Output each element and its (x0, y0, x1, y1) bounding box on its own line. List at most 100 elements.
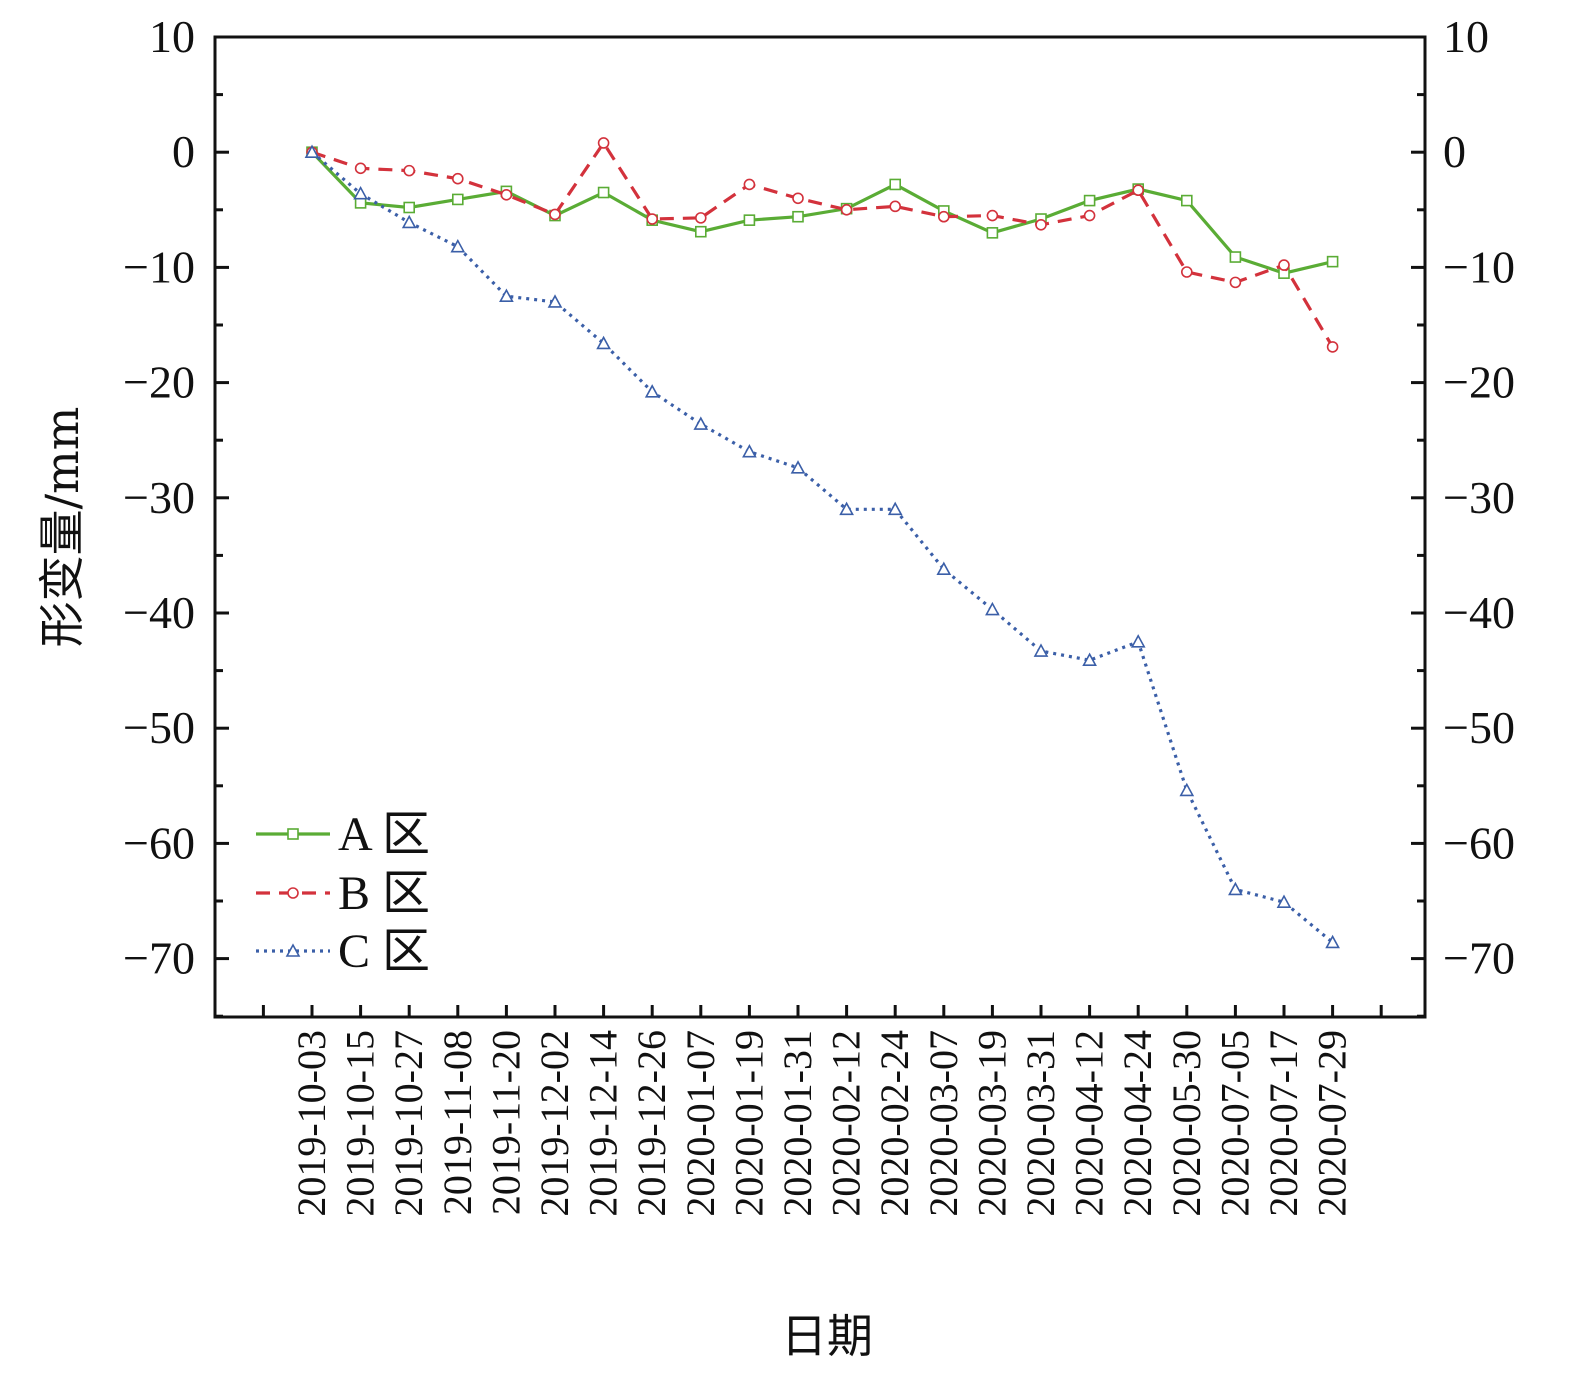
series-layer (304, 137, 1340, 949)
x-tick-label: 2019-10-03 (289, 1030, 334, 1217)
data-point (597, 186, 610, 199)
data-point (1326, 341, 1339, 353)
data-point (549, 208, 561, 221)
data-point (792, 210, 804, 223)
y-tick-label-left: −20 (123, 357, 195, 408)
y-axis-title: 形变量/mm (35, 407, 89, 648)
data-point (936, 561, 952, 576)
legend-item: A 区 (256, 808, 430, 861)
legend-item: B 区 (256, 867, 430, 920)
data-point (644, 384, 660, 398)
x-axis: 2019-10-03 2019-10-15 2019-10-27 2019-11-08… (261, 1005, 1383, 1217)
legend-marker (287, 828, 299, 840)
legend-label: C 区 (338, 925, 430, 978)
data-point (693, 416, 709, 430)
data-point (742, 444, 757, 458)
data-point (1326, 255, 1339, 268)
data-point (1229, 276, 1242, 289)
data-point (743, 214, 756, 226)
x-tick-label: 2020-03-19 (969, 1030, 1014, 1217)
x-tick-label: 2020-02-12 (824, 1030, 869, 1217)
data-point (694, 225, 707, 238)
data-point (1325, 934, 1340, 949)
data-point (985, 601, 1000, 616)
data-point (596, 335, 611, 350)
y-tick-label-left: −50 (123, 702, 195, 753)
data-point (500, 189, 513, 201)
x-tick-label: 2020-07-29 (1310, 1030, 1355, 1217)
y-tick-label-right: 10 (1443, 11, 1489, 62)
y-tick-label-left: −10 (123, 241, 195, 292)
x-tick-label: 2020-04-12 (1067, 1030, 1112, 1217)
data-point (986, 209, 999, 222)
data-point (743, 178, 756, 191)
data-point (1083, 194, 1096, 207)
data-point (889, 200, 902, 213)
series-line (310, 150, 1334, 944)
legend: A 区 B 区C 区 (256, 808, 430, 978)
data-point (304, 144, 320, 158)
y-tick-label-right: −10 (1443, 241, 1515, 292)
data-point (597, 137, 610, 149)
data-point (1228, 881, 1243, 896)
data-point (840, 204, 853, 216)
x-tick-label: 2019-12-14 (581, 1030, 626, 1217)
x-tick-label: 2019-11-08 (435, 1030, 480, 1215)
data-point (887, 501, 903, 516)
x-tick-label: 2020-03-31 (1018, 1030, 1063, 1217)
data-point (499, 288, 514, 303)
data-point (354, 162, 367, 175)
x-tick-label: 2019-12-26 (629, 1030, 674, 1217)
data-point (1179, 782, 1195, 797)
data-point (839, 501, 854, 516)
data-point (451, 193, 464, 206)
data-point (792, 192, 804, 205)
legend-label: B 区 (338, 867, 430, 920)
data-point (646, 213, 659, 225)
data-point (1132, 184, 1144, 197)
legend-marker (285, 943, 301, 957)
x-tick-label: 2019-10-15 (338, 1030, 383, 1217)
y-tick-label-left: −40 (123, 587, 195, 638)
data-point (1181, 194, 1193, 207)
series-0 (306, 146, 1339, 279)
x-tick-label: 2019-10-27 (386, 1030, 431, 1217)
x-tick-label: 2020-07-17 (1261, 1030, 1306, 1217)
data-point (547, 294, 563, 308)
series-line (310, 151, 1333, 275)
x-tick-label: 2020-04-24 (1115, 1030, 1160, 1217)
plot-frame (213, 35, 1427, 1019)
data-point (1083, 209, 1096, 222)
data-point (1276, 894, 1292, 908)
data-point (1229, 251, 1242, 263)
y-tick-label-left: −70 (123, 933, 195, 984)
legend-item: C 区 (256, 925, 430, 978)
data-point (937, 210, 950, 223)
data-point (1181, 266, 1193, 278)
x-tick-label: 2019-12-02 (532, 1030, 577, 1217)
x-tick-label: 2020-07-05 (1212, 1030, 1257, 1217)
data-point (450, 238, 466, 253)
data-point (403, 164, 416, 177)
data-point (986, 227, 999, 239)
x-tick-label: 2020-05-30 (1164, 1030, 1209, 1217)
y-tick-label-right: −30 (1443, 472, 1515, 523)
data-point (403, 201, 416, 214)
data-point (1278, 259, 1290, 271)
x-tick-label: 2020-01-19 (726, 1030, 771, 1217)
x-tick-label: 2019-11-20 (483, 1030, 528, 1215)
series-2 (304, 144, 1340, 949)
data-point (889, 178, 902, 191)
x-tick-label: 2020-03-07 (921, 1030, 966, 1217)
data-point (1130, 634, 1146, 648)
legend-marker (287, 887, 299, 899)
data-point (451, 172, 464, 185)
y-tick-label-right: −20 (1443, 357, 1515, 408)
y-tick-label-right: 0 (1443, 126, 1466, 177)
y-tick-label-left: −30 (123, 472, 195, 523)
y-tick-label-right: −70 (1443, 933, 1515, 984)
data-point (1082, 652, 1097, 667)
data-point (694, 212, 707, 224)
y-tick-label-right: −40 (1443, 587, 1515, 638)
